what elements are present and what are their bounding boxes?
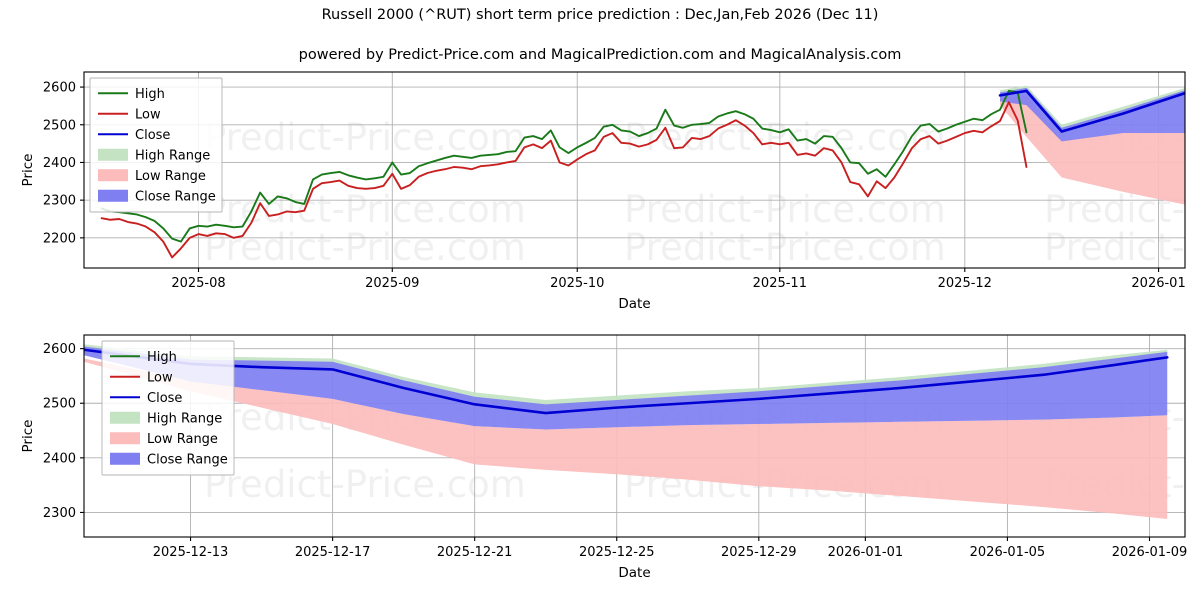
svg-text:Predict-Price.com: Predict-Price.com xyxy=(624,116,946,159)
y-tick-label: 2600 xyxy=(43,81,76,96)
y-tick-label: 2400 xyxy=(43,451,76,466)
chart-legend[interactable]: High Low Close High Range Low Range Close Ran… xyxy=(89,77,223,213)
x-tick-label: 2025-12-29 xyxy=(721,545,797,560)
chart-subtitle: powered by Predict-Price.com and Magical… xyxy=(298,47,902,63)
svg-text:Predict-Price.com: Predict-Price.com xyxy=(204,463,526,506)
legend-label: Close Range xyxy=(135,189,216,204)
svg-text:Predict-Price.com: Predict-Price.com xyxy=(1044,226,1200,269)
band-low-range xyxy=(84,358,1168,519)
legend-label: Low Range xyxy=(135,169,206,184)
legend-patch-swatch xyxy=(110,452,140,465)
legend-patch-swatch xyxy=(98,169,128,182)
x-axis-title: Date xyxy=(618,296,650,312)
y-tick-label: 2200 xyxy=(43,231,76,246)
svg-text:Predict-Price.com: Predict-Price.com xyxy=(624,188,946,231)
y-tick-label: 2300 xyxy=(43,194,76,209)
x-tick-label: 2025-09 xyxy=(365,276,419,291)
legend-label: Close xyxy=(147,391,182,406)
x-axis-title: Date xyxy=(618,565,650,581)
series-line-close xyxy=(84,348,1169,415)
x-tick-label: 2025-12-21 xyxy=(437,545,513,560)
x-tick-label: 2025-12-13 xyxy=(153,545,229,560)
y-axis-title: Price xyxy=(20,154,36,187)
detail-chart: Predict-Price.comPredict-Price.comPredic… xyxy=(20,334,1188,581)
x-tick-label: 2025-12-17 xyxy=(295,545,371,560)
series-line-low xyxy=(100,101,1028,259)
legend-label: Close xyxy=(135,128,170,143)
y-tick-label: 2600 xyxy=(43,342,76,357)
x-tick-label: 2025-08 xyxy=(171,276,225,291)
x-tick-label: 2025-11 xyxy=(753,276,807,291)
chart-legend[interactable]: High Low Close High Range Low Range Close Ran… xyxy=(101,340,235,476)
svg-text:Predict-Price.com: Predict-Price.com xyxy=(204,226,526,269)
y-tick-label: 2300 xyxy=(43,506,76,521)
x-tick-label: 2026-01-01 xyxy=(828,545,904,560)
legend-label: Low xyxy=(135,107,161,122)
legend-patch-swatch xyxy=(98,148,128,161)
series-line-close xyxy=(998,89,1185,133)
x-tick-label: 2025-10 xyxy=(550,276,604,291)
legend-label: Low Range xyxy=(147,432,218,447)
band-close-range xyxy=(84,346,1168,430)
plot-frame xyxy=(83,71,1186,269)
page-title: Russell 2000 (^RUT) short term price pre… xyxy=(321,7,879,23)
svg-text:Predict-Price.com: Predict-Price.com xyxy=(204,116,526,159)
y-axis-title: Price xyxy=(20,420,36,453)
x-tick-label: 2025-12-25 xyxy=(579,545,655,560)
legend-label: Low xyxy=(147,370,173,385)
x-tick-label: 2025-12 xyxy=(938,276,992,291)
y-tick-label: 2500 xyxy=(43,397,76,412)
overview-chart: Predict-Price.com Predict-Price.comPredic… xyxy=(20,71,1200,312)
legend-label: Close Range xyxy=(147,452,228,467)
legend-patch-swatch xyxy=(110,432,140,445)
plot-frame xyxy=(83,334,1186,538)
x-tick-label: 2026-01-09 xyxy=(1112,545,1188,560)
legend-patch-swatch xyxy=(110,411,140,424)
legend-label: High xyxy=(135,87,165,102)
legend-label: High Range xyxy=(135,148,210,163)
series-line-high xyxy=(100,89,1028,243)
svg-text:Predict-Price.com: Predict-Price.com xyxy=(624,226,946,269)
grid-lines xyxy=(84,72,1185,268)
y-tick-label: 2500 xyxy=(43,118,76,133)
x-tick-label: 2026-01 xyxy=(1131,276,1185,291)
x-tick-label: 2026-01-05 xyxy=(970,545,1046,560)
band-close-range xyxy=(1000,87,1185,142)
legend-patch-swatch xyxy=(98,189,128,202)
legend-label: High Range xyxy=(147,411,222,426)
y-tick-label: 2400 xyxy=(43,156,76,171)
legend-label: High xyxy=(147,350,177,365)
